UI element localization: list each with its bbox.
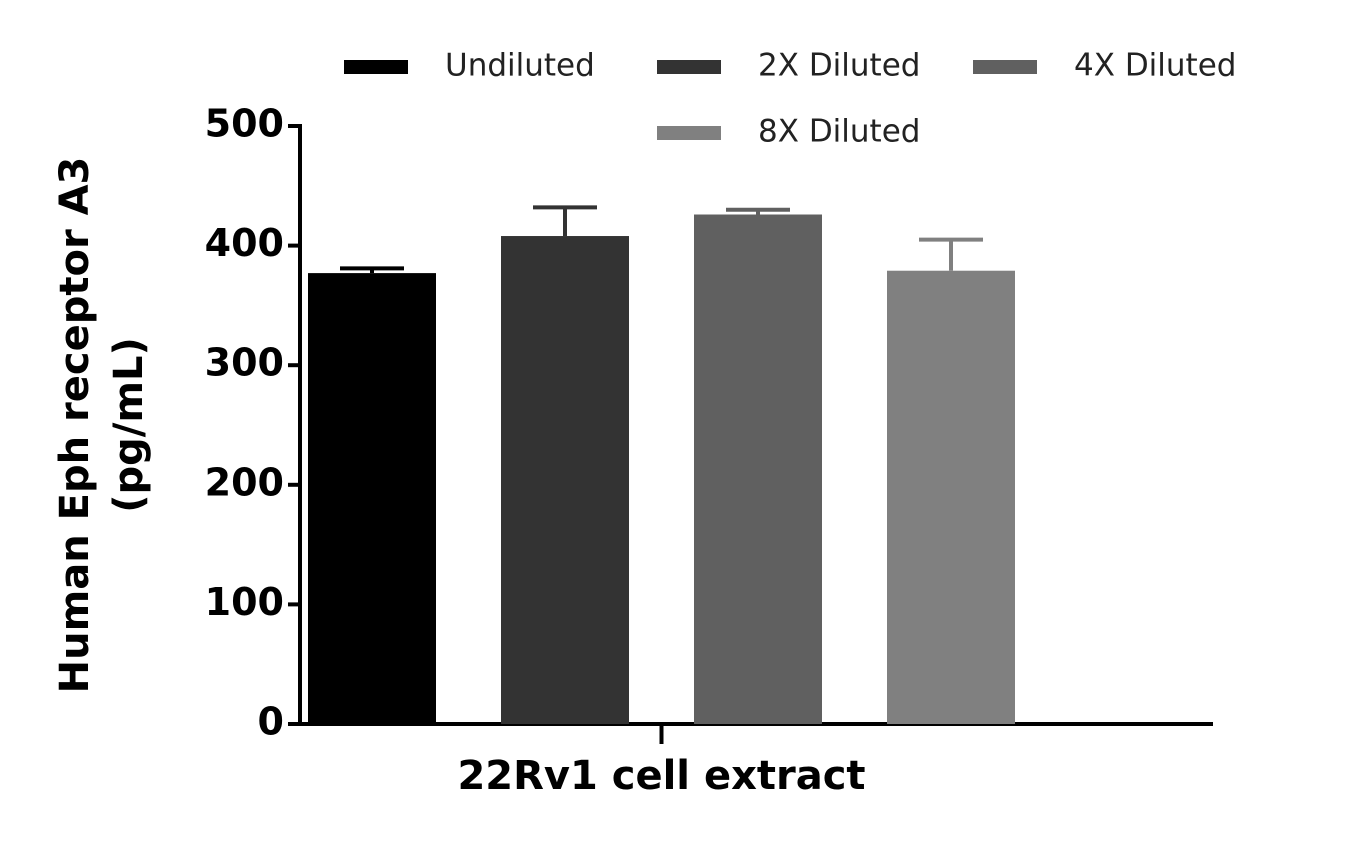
y-tick-label: 400 (205, 221, 284, 265)
legend-label: 8X Diluted (758, 114, 920, 150)
error-bar (919, 237, 983, 271)
y-label-line: (pg/mL) (106, 337, 152, 513)
legend-swatch (973, 60, 1037, 74)
legend-swatch (657, 60, 721, 74)
error-bar (533, 205, 597, 237)
legend-label: 4X Diluted (1074, 48, 1236, 84)
y-tick-label: 300 (205, 341, 284, 385)
y-tick-label: 0 (258, 700, 284, 744)
x-tick-label: 22Rv1 cell extract (457, 753, 865, 799)
y-tick-label: 100 (205, 580, 284, 624)
y-tick-label: 200 (205, 460, 284, 504)
bar (501, 236, 629, 725)
legend-swatch (344, 60, 408, 74)
error-bar (340, 266, 404, 274)
bar (694, 214, 822, 724)
bar (308, 273, 436, 724)
legend-swatch (657, 126, 721, 140)
bar (887, 270, 1015, 724)
legend-label: Undiluted (445, 48, 595, 84)
y-axis-title: Human Eph receptor A3 (pg/mL) (52, 157, 152, 694)
legend-label: 2X Diluted (758, 48, 920, 84)
y-tick-label: 500 (205, 102, 284, 146)
error-bar (726, 207, 790, 215)
y-label-line: Human Eph receptor A3 (52, 157, 98, 694)
